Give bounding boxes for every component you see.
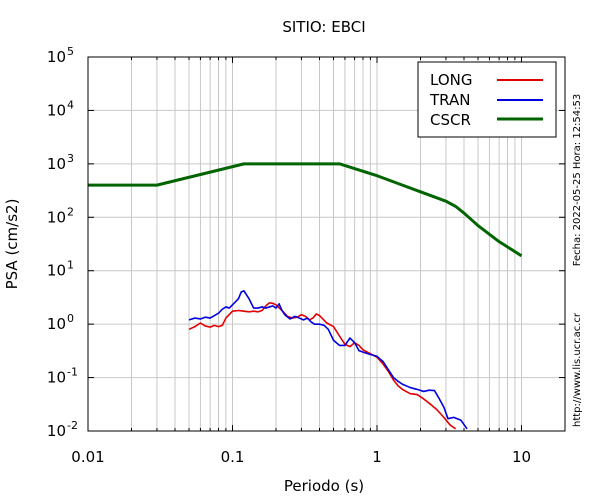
x-axis-label: Periodo (s) [284,477,364,495]
y-tick-label: 10 [47,369,66,387]
x-tick-labels: 0.01 0.1 1 10 [71,448,531,466]
series-layer [88,162,523,430]
website-url: http://www.lis.ucr.ac.cr [572,312,583,427]
chart-title: SITIO: EBCI [282,18,365,36]
plot-frame [87,56,566,432]
y-tick-label-exponent: 0 [67,312,74,325]
legend-label-tran: TRAN [429,91,470,109]
x-tick-label: 10 [512,448,531,466]
y-tick-label: 10 [47,422,66,440]
series-line-tran [188,290,468,430]
y-tick-label-exponent: 3 [67,152,74,165]
legend-label-cscr: CSCR [430,111,471,129]
series-line-long [188,302,457,430]
x-tick-label: 1 [372,448,382,466]
grid-lines [88,57,565,431]
y-tick-label-exponent: 1 [67,259,74,272]
series-line-cscr [88,162,523,258]
y-tick-label: 10 [47,208,66,226]
y-tick-label-exponent: -2 [67,419,78,432]
y-tick-label: 10 [47,262,66,280]
y-tick-label-exponent: 4 [67,98,74,111]
legend-label-long: LONG [430,71,472,89]
y-tick-label: 10 [47,48,66,66]
y-axis-label: PSA (cm/s2) [3,199,21,290]
y-tick-label: 10 [47,315,66,333]
x-tick-label: 0.01 [71,448,104,466]
y-tick-label: 10 [47,155,66,173]
axis-ticks [87,56,566,432]
y-tick-label-exponent: 2 [67,205,74,218]
x-tick-label: 0.1 [221,448,245,466]
date-time-stamp: Fecha: 2022-05-25 Hora: 12:54:53 [572,94,583,267]
y-tick-label-exponent: 5 [67,45,74,58]
y-tick-label-exponent: -1 [67,366,78,379]
legend: LONG TRAN CSCR [417,61,557,138]
y-tick-label: 10 [47,101,66,119]
